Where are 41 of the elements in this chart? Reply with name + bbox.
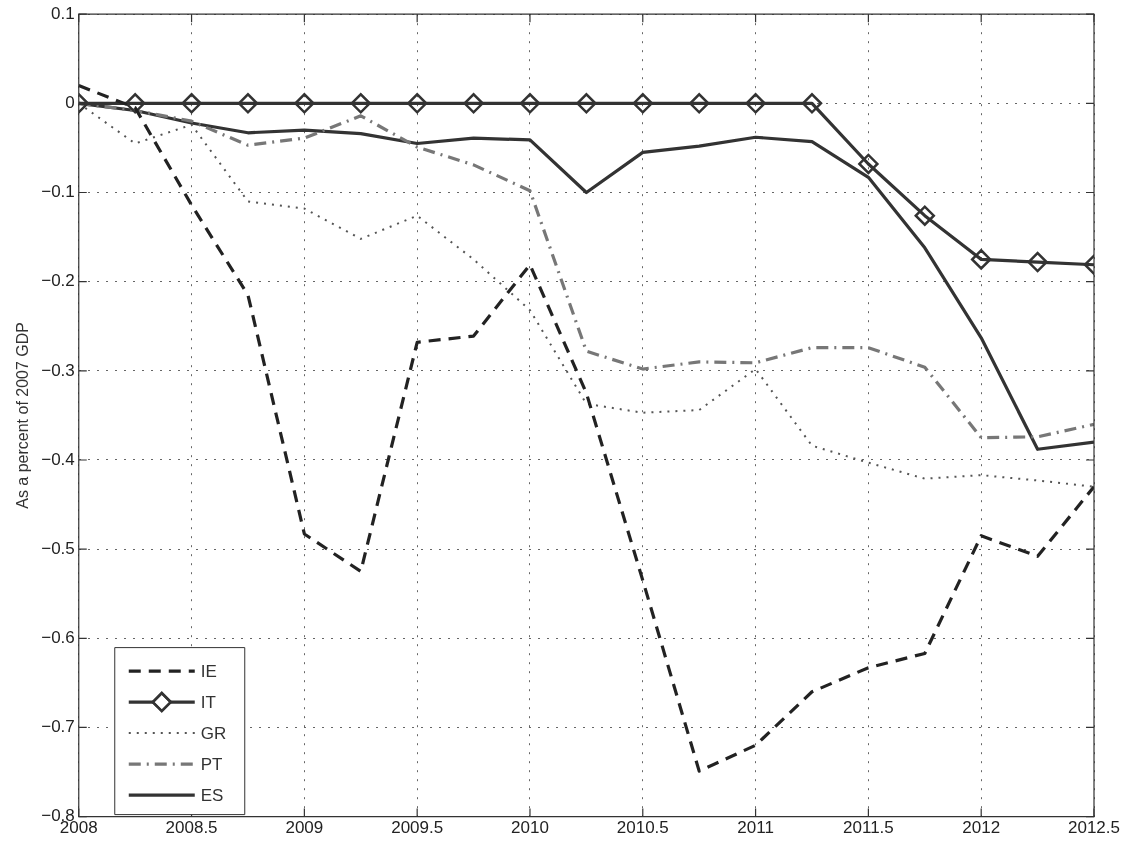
legend-label: ES xyxy=(200,785,224,805)
point xyxy=(632,93,654,114)
y-tick-label: −0.6 xyxy=(41,627,75,647)
point xyxy=(801,93,823,114)
point xyxy=(970,249,992,270)
legend-label: PT xyxy=(200,754,223,774)
y-axis-title: As a percent of 2007 GDP xyxy=(14,322,32,509)
line-series xyxy=(78,83,1094,773)
y-tick-label: −0.7 xyxy=(41,717,75,737)
y-tick-label: −0.3 xyxy=(41,360,75,380)
legend-label: IT xyxy=(200,692,216,712)
x-tick-label: 2011 xyxy=(737,818,774,838)
point xyxy=(745,93,766,114)
y-tick-label: −0.1 xyxy=(41,182,75,202)
y-tick-label: 0.1 xyxy=(51,3,75,23)
point xyxy=(294,93,315,114)
y-tick-label: −0.4 xyxy=(41,449,75,469)
x-tick-label: 2008.5 xyxy=(165,818,218,838)
x-tick-label: 2009.5 xyxy=(391,818,444,838)
x-tick-label: 2010.5 xyxy=(616,818,669,838)
legend-label: IE xyxy=(200,661,217,681)
point xyxy=(350,93,372,114)
y-tick-label: −0.2 xyxy=(41,271,75,291)
point xyxy=(914,205,936,226)
point xyxy=(1027,251,1048,273)
point xyxy=(688,93,710,114)
legend-label: GR xyxy=(200,723,227,743)
x-tick-label: 2009 xyxy=(285,818,324,838)
y-tick-label: 0 xyxy=(65,93,75,113)
point xyxy=(519,93,541,114)
x-tick-label: 2012.5 xyxy=(1068,818,1120,838)
x-tick-label: 2012 xyxy=(962,818,1001,838)
point xyxy=(576,93,597,114)
point xyxy=(463,93,484,114)
point xyxy=(237,93,259,114)
point xyxy=(858,153,879,175)
point xyxy=(406,93,428,114)
x-tick-label: 2011.5 xyxy=(843,818,894,838)
y-tick-label: −0.5 xyxy=(41,538,75,558)
point xyxy=(181,93,202,114)
x-tick-label: 2010 xyxy=(511,818,549,838)
